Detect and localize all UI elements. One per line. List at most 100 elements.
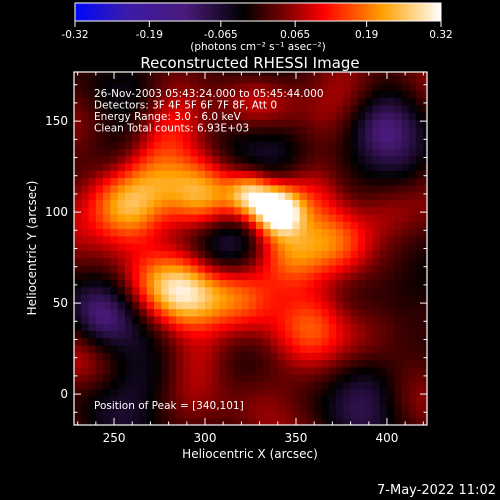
heatmap-cell	[306, 243, 315, 251]
heatmap-cell	[81, 279, 90, 288]
heatmap-cell	[103, 170, 111, 179]
heatmap-cell	[146, 323, 155, 331]
heatmap-cell	[146, 410, 155, 419]
heatmap-cell	[248, 90, 257, 99]
heatmap-cell	[124, 272, 133, 281]
heatmap-cell	[212, 374, 221, 382]
heatmap-cell	[132, 337, 141, 346]
heatmap-cell	[154, 410, 162, 419]
heatmap-cell	[212, 250, 221, 259]
heatmap-cell	[110, 374, 119, 382]
heatmap-cell	[132, 199, 141, 208]
heatmap-cell	[88, 235, 97, 244]
heatmap-cell	[197, 388, 206, 397]
heatmap-cell	[357, 359, 366, 368]
heatmap-cell	[336, 104, 344, 113]
heatmap-cell	[124, 235, 133, 244]
heatmap-cell	[81, 82, 90, 91]
heatmap-cell	[241, 417, 250, 425]
heatmap-cell	[241, 388, 250, 397]
heatmap-cell	[401, 97, 410, 106]
heatmap-cell	[226, 257, 235, 266]
heatmap-cell	[408, 119, 417, 128]
heatmap-cell	[154, 112, 162, 120]
heatmap-cell	[314, 272, 323, 281]
heatmap-cell	[88, 388, 97, 397]
heatmap-cell	[263, 323, 272, 331]
heatmap-cell	[81, 148, 90, 157]
heatmap-cell	[394, 286, 403, 295]
heatmap-cell	[328, 90, 337, 99]
heatmap-cell	[394, 112, 403, 120]
heatmap-cell	[365, 162, 374, 171]
heatmap-cell	[124, 257, 133, 266]
heatmap-cell	[372, 344, 381, 353]
heatmap-cell	[263, 381, 272, 390]
heatmap-cell	[263, 112, 272, 120]
heatmap-cell	[226, 410, 235, 419]
heatmap-cell	[124, 155, 133, 164]
heatmap-cell	[328, 264, 337, 273]
heatmap-cell	[270, 206, 279, 215]
heatmap-cell	[197, 170, 206, 179]
heatmap-cell	[161, 155, 170, 164]
heatmap-cell	[103, 206, 111, 215]
heatmap-cell	[74, 388, 82, 397]
heatmap-cell	[81, 72, 90, 77]
heatmap-cell	[219, 221, 228, 230]
heatmap-cell	[270, 257, 279, 266]
heatmap-cell	[321, 97, 330, 106]
heatmap-cell	[95, 323, 104, 331]
heatmap-cell	[423, 177, 427, 186]
heatmap-cell	[365, 337, 374, 346]
heatmap-cell	[81, 177, 90, 186]
heatmap-cell	[263, 228, 272, 237]
heatmap-cell	[88, 221, 97, 230]
heatmap-cell	[117, 410, 126, 419]
heatmap-cell	[197, 403, 206, 412]
heatmap-cell	[336, 395, 344, 404]
heatmap-cell	[74, 155, 82, 164]
heatmap-cell	[226, 82, 235, 91]
heatmap-cell	[314, 417, 323, 425]
heatmap-cell	[226, 148, 235, 157]
heatmap-cell	[219, 374, 228, 382]
heatmap-cell	[314, 184, 323, 193]
colorbar-tick-label: -0.32	[61, 29, 88, 41]
heatmap-cell	[132, 403, 141, 412]
heatmap-cell	[299, 133, 308, 142]
heatmap-cell	[292, 403, 301, 412]
heatmap-cell	[350, 243, 359, 251]
heatmap-cell	[357, 417, 366, 425]
heatmap-cell	[219, 315, 228, 324]
heatmap-cell	[175, 344, 184, 353]
heatmap-cell	[314, 170, 323, 179]
heatmap-cell	[365, 206, 374, 215]
heatmap-cell	[124, 359, 133, 368]
heatmap-cell	[219, 366, 228, 375]
heatmap-cell	[328, 337, 337, 346]
heatmap-cell	[154, 323, 162, 331]
heatmap-cell	[328, 228, 337, 237]
heatmap-cell	[74, 257, 82, 266]
heatmap-cell	[241, 119, 250, 128]
heatmap-cell	[357, 388, 366, 397]
heatmap-cell	[343, 155, 352, 164]
heatmap-cell	[175, 235, 184, 244]
heatmap-cell	[81, 235, 90, 244]
heatmap-cell	[343, 97, 352, 106]
heatmap-cell	[103, 388, 111, 397]
heatmap-cell	[154, 330, 162, 339]
heatmap-cell	[161, 352, 170, 361]
heatmap-cell	[219, 330, 228, 339]
heatmap-cell	[183, 184, 192, 193]
heatmap-cell	[277, 82, 286, 91]
heatmap-cell	[226, 104, 235, 113]
heatmap-cell	[255, 359, 264, 368]
heatmap-cell	[285, 315, 293, 324]
heatmap-cell	[270, 315, 279, 324]
heatmap-cell	[394, 315, 403, 324]
heatmap-cell	[379, 133, 388, 142]
heatmap-cell	[285, 359, 293, 368]
heatmap-cell	[132, 323, 141, 331]
